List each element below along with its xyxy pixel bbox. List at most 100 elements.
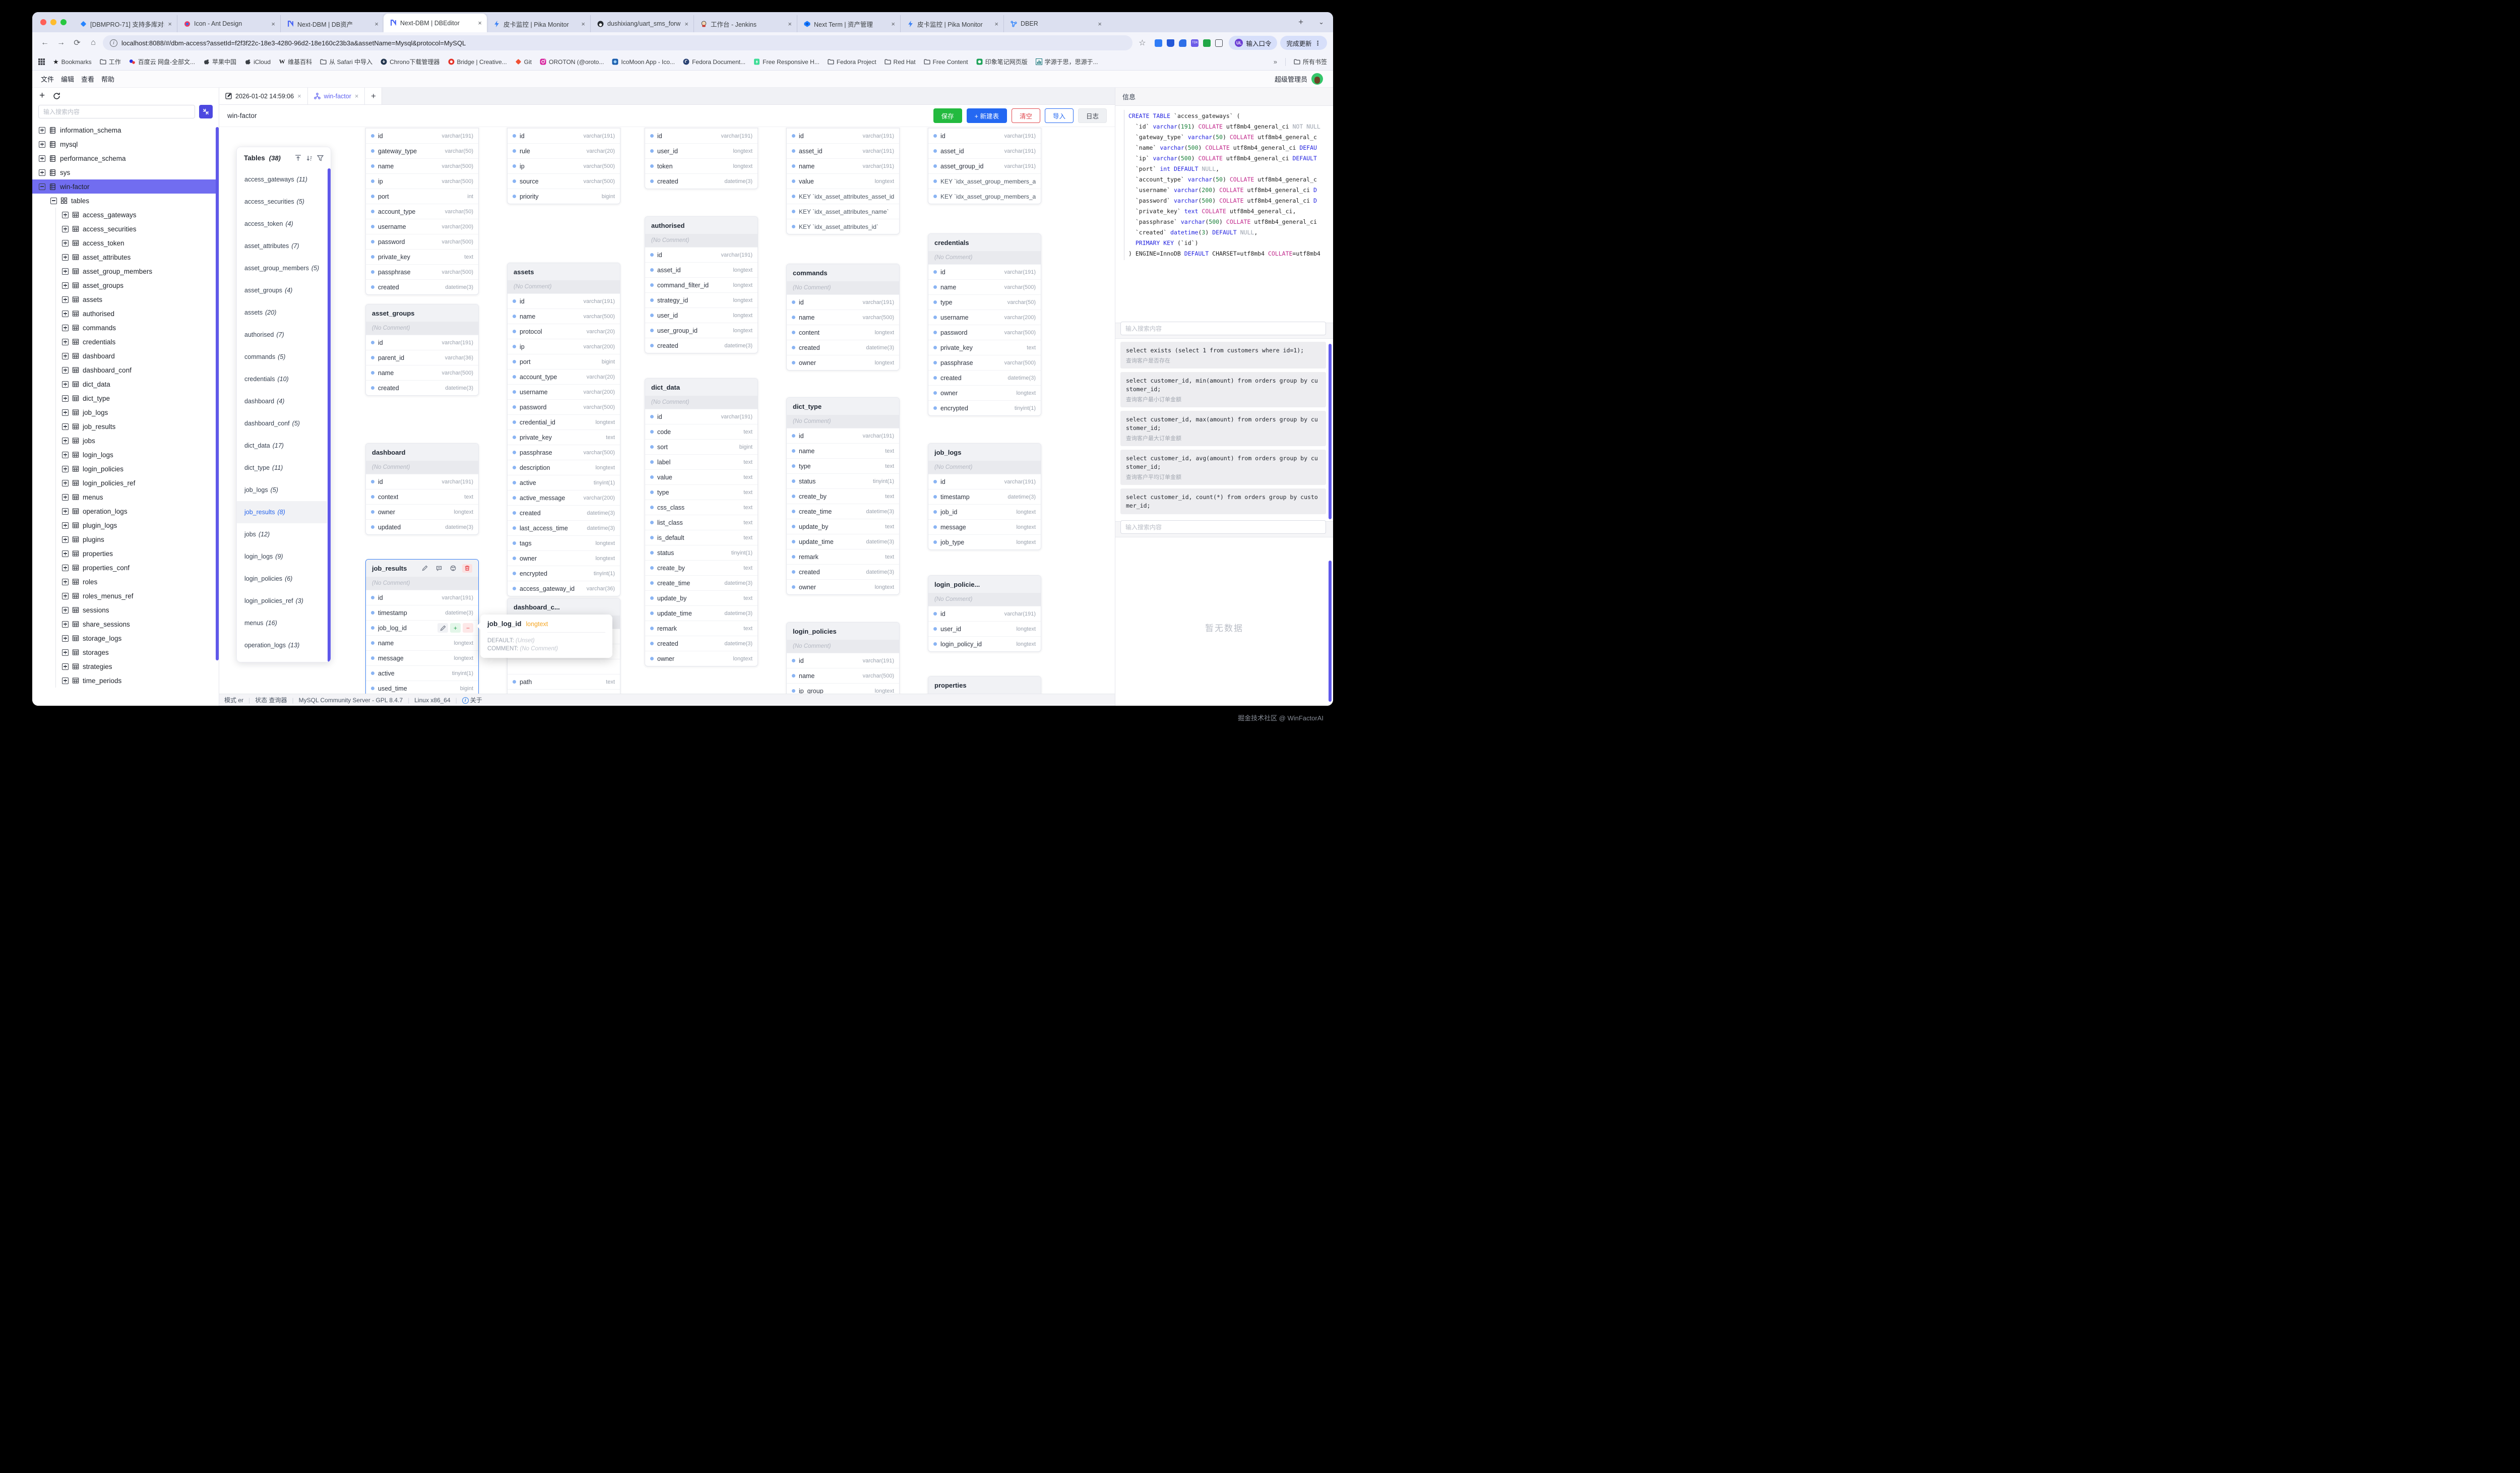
bookmark-item[interactable]: Fedora Document... (683, 58, 745, 66)
sidebar-table-strategies[interactable]: strategies (56, 659, 217, 673)
field-row-access_gateway_id[interactable]: access_gateway_id varchar(36) (508, 581, 620, 596)
field-row-username[interactable]: username varchar(200) (928, 310, 1041, 325)
close-tab-icon[interactable]: × (354, 92, 359, 100)
status-item[interactable]: 状态 查询器 (255, 696, 287, 704)
field-row-create_time[interactable]: create_time datetime(3) (645, 575, 758, 590)
field-row-encrypted[interactable]: encrypted tinyint(1) (928, 400, 1041, 415)
close-tab-icon[interactable]: × (788, 20, 792, 28)
palette-table-icon[interactable] (448, 564, 458, 573)
field-row-name[interactable]: name varchar(500) (787, 310, 899, 325)
field-row-user_id[interactable]: user_id longtext (645, 308, 758, 323)
field-row-username[interactable]: username varchar(200) (366, 219, 478, 234)
blue-button[interactable]: + 新建表 (966, 108, 1007, 123)
expand-icon[interactable] (62, 578, 69, 585)
table-card-dict_data[interactable]: dict_data (No Comment) id varchar(191) code t… (645, 378, 758, 666)
bookmark-item[interactable]: Chrono下载管理器 (381, 57, 440, 66)
expand-icon[interactable] (62, 536, 69, 543)
field-row-port[interactable]: port int (366, 189, 478, 204)
field-row-private_key[interactable]: private_key text (366, 249, 478, 264)
field-row-priority[interactable]: priority bigint (508, 189, 620, 204)
field-row-id[interactable]: id varchar(191) (787, 653, 899, 668)
field-row-passphrase[interactable]: passphrase varchar(500) (928, 355, 1041, 370)
gray-button[interactable]: 日志 (1078, 108, 1107, 123)
sidebar-table-dict_type[interactable]: dict_type (56, 391, 217, 405)
close-tab-icon[interactable]: × (891, 20, 895, 28)
sidebar-table-commands[interactable]: commands (56, 321, 217, 335)
expand-icon[interactable] (62, 635, 69, 642)
sidebar-table-job_logs[interactable]: job_logs (56, 405, 217, 419)
field-row-strategy_id[interactable]: strategy_id longtext (645, 292, 758, 308)
browser-tab[interactable]: [DBMPRO-71] 支持多库对表对 × (74, 15, 177, 32)
field-row-created[interactable]: created datetime(3) (645, 338, 758, 353)
table-card-access_gateways[interactable]: access_gateways(No Comment)idvarchar(191… (365, 128, 479, 295)
sidebar-table-sessions[interactable]: sessions (56, 603, 217, 617)
field-row-parent_id[interactable]: parent_id varchar(36) (366, 350, 478, 365)
expand-icon[interactable] (39, 155, 45, 162)
expand-icon[interactable] (62, 352, 69, 359)
field-row-protocol[interactable]: protocol varchar(20) (508, 324, 620, 339)
expand-icon[interactable] (62, 508, 69, 515)
field-row-create_by[interactable]: create_by text (787, 488, 899, 504)
field-row-timestamp[interactable]: timestamp datetime(3) (366, 605, 478, 620)
tables-panel-item-menus[interactable]: menus (16) (237, 612, 327, 634)
tab-win-factor[interactable]: win-factor × (307, 88, 365, 104)
field-row-ip[interactable]: ip varchar(200) (508, 339, 620, 354)
new-editor-tab-button[interactable]: + (365, 88, 383, 104)
tables-panel-item-access_securities[interactable]: access_securities (5) (237, 191, 327, 213)
sidebar-table-dict_data[interactable]: dict_data (56, 377, 217, 391)
field-row-idx_asset_group_members_ass[interactable]: KEY `idx_asset_group_members_ass (928, 189, 1041, 204)
sidebar-table-plugin_logs[interactable]: plugin_logs (56, 518, 217, 532)
expand-icon[interactable] (62, 522, 69, 529)
field-row-password[interactable]: password varchar(500) (928, 325, 1041, 340)
expand-icon[interactable] (62, 564, 69, 571)
tables-panel-item-access_gateways[interactable]: access_gateways (11) (237, 168, 327, 191)
browser-tab[interactable]: 工作台 - Jenkins × (694, 15, 797, 32)
field-row-created[interactable]: created datetime(3) (508, 505, 620, 520)
field-row-content[interactable]: content longtext (787, 325, 899, 340)
puzzle-extensions-icon[interactable] (1215, 39, 1223, 47)
sidebar-table-asset_group_members[interactable]: asset_group_members (56, 264, 217, 278)
field-row-create_time[interactable]: create_time datetime(3) (787, 504, 899, 519)
field-row-user_id[interactable]: user_id longtext (928, 621, 1041, 636)
field-row-owner[interactable]: owner longtext (787, 355, 899, 370)
field-row-user_group_id[interactable]: user_group_id longtext (645, 323, 758, 338)
edit-field-icon[interactable] (437, 623, 448, 633)
green-button[interactable]: 保存 (933, 108, 962, 123)
expand-icon[interactable] (62, 395, 69, 402)
expand-icon[interactable] (62, 296, 69, 303)
bookmark-item[interactable]: 工作 (100, 57, 121, 66)
tables-panel-item-commands[interactable]: commands (5) (237, 346, 327, 368)
sidebar-table-login_policies[interactable]: login_policies (56, 462, 217, 476)
field-row-sort[interactable]: sort bigint (645, 439, 758, 454)
status-item[interactable]: MySQL Community Server - GPL 8.4.7 (299, 697, 403, 704)
field-row-encrypted[interactable]: encrypted tinyint(1) (508, 566, 620, 581)
expand-icon[interactable] (62, 621, 69, 628)
minimize-window-button[interactable] (50, 19, 56, 25)
field-row-private_key[interactable]: private_key text (928, 340, 1041, 355)
sidebar-table-properties[interactable]: properties (56, 546, 217, 561)
sidebar-table-assets[interactable]: assets (56, 292, 217, 306)
sidebar-table-operation_logs[interactable]: operation_logs (56, 504, 217, 518)
sidebar-table-time_periods[interactable]: time_periods (56, 673, 217, 688)
field-row-id[interactable]: id varchar(191) (928, 606, 1041, 621)
field-row-type[interactable]: type text (787, 458, 899, 473)
sql-list-scrollbar[interactable] (1329, 344, 1332, 519)
field-row-user_id[interactable]: user_id longtext (645, 143, 758, 158)
browser-tab[interactable]: Next Term | 资产管理 × (797, 15, 900, 32)
home-icon[interactable]: ⌂ (91, 38, 96, 47)
user-avatar[interactable] (1311, 73, 1323, 85)
expand-icon[interactable] (62, 437, 69, 444)
collapse-icon[interactable] (50, 197, 57, 204)
password-pill[interactable]: UL 输入口令 (1229, 36, 1278, 50)
add-field-icon[interactable]: + (450, 623, 461, 633)
field-row-port[interactable]: port bigint (508, 354, 620, 369)
history-search-input[interactable] (1120, 520, 1326, 534)
bookmark-item[interactable]: 百度云 网盘-全部文... (129, 57, 195, 66)
close-tab-icon[interactable]: × (581, 20, 585, 28)
tables-panel-item-asset_groups[interactable]: asset_groups (4) (237, 279, 327, 301)
field-row-id[interactable]: id varchar(191) (366, 590, 478, 605)
sidebar-search-input[interactable] (38, 105, 195, 118)
sql-commands-search-input[interactable] (1120, 322, 1326, 335)
expand-icon[interactable] (62, 592, 69, 599)
create-table-sql[interactable]: CREATE TABLE `access_gateways` ( `id` va… (1115, 106, 1333, 303)
